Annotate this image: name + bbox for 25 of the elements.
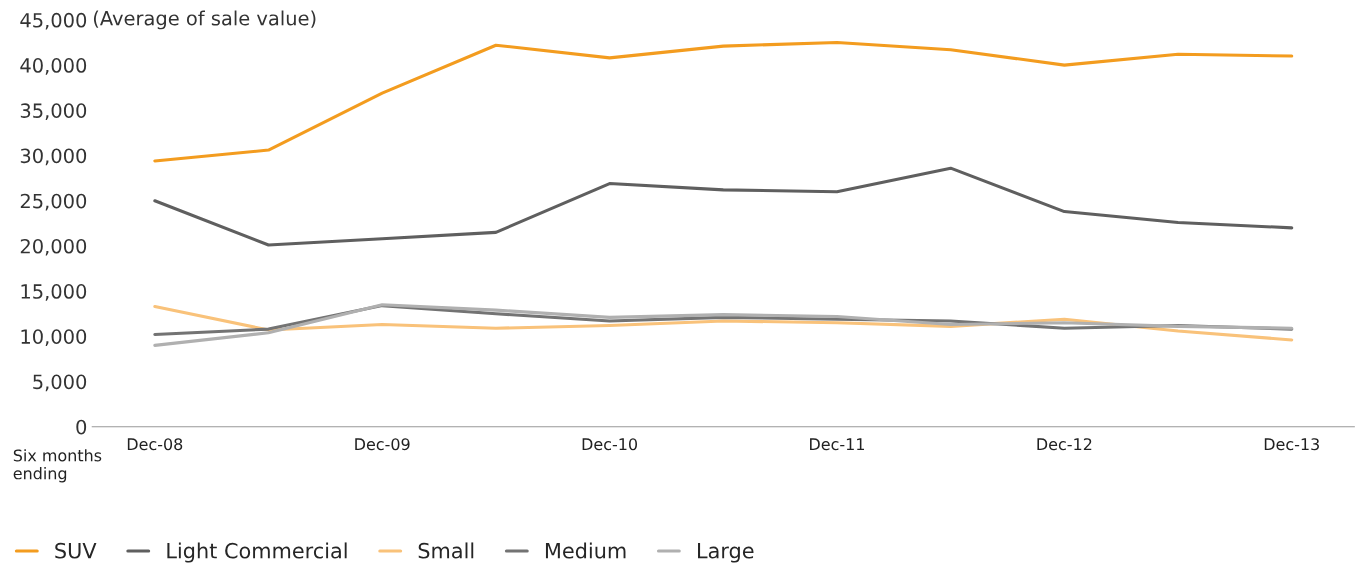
y-tick-label: 25,000 <box>20 193 87 211</box>
y-axis-title: (Average of sale value) <box>93 10 316 30</box>
x-tick-label: Dec-12 <box>1037 438 1092 451</box>
legend-label: SUV <box>55 542 97 559</box>
x-tick-label: Dec-11 <box>810 438 864 451</box>
legend-label: Large <box>698 543 754 563</box>
x-tick-label: Dec-08 <box>127 438 183 451</box>
y-tick-label: 35,000 <box>20 103 87 120</box>
legend-label: Medium <box>545 542 626 559</box>
legend-label: Light Commercial <box>167 542 347 563</box>
x-tick-label: Dec-10 <box>582 438 638 451</box>
x-tick-label: Dec-09 <box>355 438 410 451</box>
y-tick-label: 20,000 <box>20 238 87 256</box>
y-tick-label: 0 <box>76 419 87 435</box>
x-tick-label: Dec-13 <box>1264 438 1319 451</box>
y-tick-label: 40,000 <box>20 58 87 75</box>
y-tick-label: 30,000 <box>20 148 87 166</box>
y-tick-label: 5,000 <box>33 374 87 392</box>
line-series <box>153 40 1294 163</box>
y-tick-label: 45,000 <box>20 12 87 30</box>
legend-label: Small <box>418 542 474 559</box>
y-tick-label: 15,000 <box>21 284 87 301</box>
x-axis-title: Six months ending <box>13 449 102 483</box>
line-series <box>153 166 1294 247</box>
y-tick-label: 10,000 <box>21 329 87 346</box>
